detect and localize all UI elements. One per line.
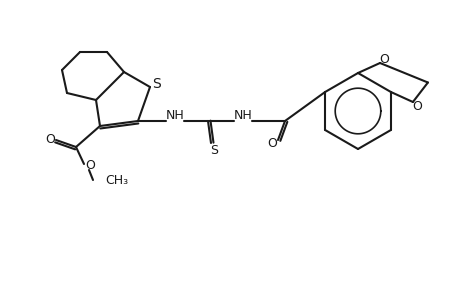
Text: NH: NH	[233, 109, 252, 122]
Text: NH: NH	[165, 109, 184, 122]
Text: CH₃: CH₃	[105, 173, 128, 187]
Text: O: O	[378, 52, 388, 65]
Text: O: O	[45, 133, 55, 146]
Text: O: O	[267, 136, 276, 149]
Text: S: S	[210, 143, 218, 157]
Text: O: O	[85, 158, 95, 172]
Text: S: S	[152, 77, 161, 91]
Text: O: O	[411, 100, 421, 112]
